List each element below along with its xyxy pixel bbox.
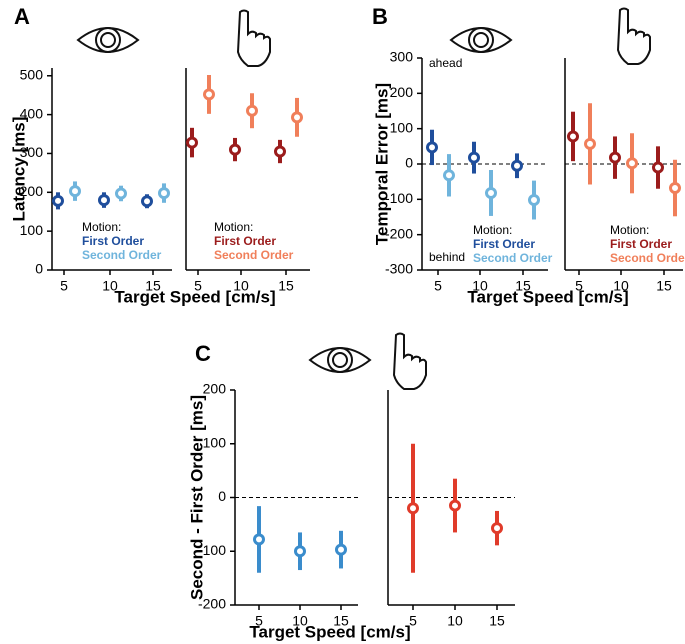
y-tick-label: 100 bbox=[203, 434, 227, 450]
y-tick-label: -200 bbox=[385, 225, 413, 241]
legend-entry: First Order bbox=[473, 237, 535, 251]
mean-point bbox=[335, 543, 347, 556]
y-axis-label: Temporal Error [ms] bbox=[372, 83, 391, 245]
x-tick-label: 10 bbox=[447, 613, 463, 629]
y-axis-label: Latency [ms] bbox=[9, 117, 28, 222]
mean-point bbox=[141, 195, 153, 208]
mean-point bbox=[511, 159, 523, 172]
panel-label: B bbox=[372, 4, 388, 29]
x-tick-label: 15 bbox=[515, 278, 531, 294]
mean-point bbox=[253, 533, 265, 546]
mean-point bbox=[584, 137, 596, 150]
mean-point bbox=[652, 161, 664, 174]
x-tick-label: 5 bbox=[255, 613, 263, 629]
legend-title: Motion: bbox=[82, 220, 121, 234]
x-axis-label: Target Speed [cm/s] bbox=[114, 287, 275, 306]
mean-point bbox=[98, 194, 110, 207]
y-tick-label: 500 bbox=[20, 66, 44, 82]
mean-point bbox=[115, 187, 127, 200]
x-tick-label: 10 bbox=[292, 613, 308, 629]
annotation: behind bbox=[429, 250, 465, 264]
x-tick-label: 5 bbox=[409, 613, 417, 629]
hand-icon bbox=[616, 7, 651, 65]
eye-icon bbox=[449, 27, 513, 53]
x-tick-label: 5 bbox=[434, 278, 442, 294]
y-tick-label: -200 bbox=[198, 596, 226, 612]
x-tick-label: 15 bbox=[278, 278, 294, 294]
x-tick-label: 5 bbox=[60, 278, 68, 294]
panel-label: A bbox=[14, 4, 30, 29]
x-tick-label: 15 bbox=[145, 278, 161, 294]
mean-point bbox=[426, 141, 438, 154]
mean-point bbox=[609, 151, 621, 164]
hand-icon bbox=[236, 9, 271, 67]
y-tick-label: 200 bbox=[20, 183, 44, 199]
legend-title: Motion: bbox=[214, 220, 253, 234]
hand-icon bbox=[392, 332, 427, 390]
y-tick-label: 0 bbox=[405, 155, 413, 171]
x-tick-label: 15 bbox=[333, 613, 349, 629]
legend-entry: Second Order bbox=[473, 251, 553, 265]
legend-entry: Second Order bbox=[610, 251, 685, 265]
mean-point bbox=[229, 143, 241, 156]
mean-point bbox=[203, 88, 215, 101]
legend-entry: First Order bbox=[214, 234, 276, 248]
y-tick-label: 200 bbox=[390, 84, 414, 100]
legend-title: Motion: bbox=[610, 223, 649, 237]
mean-point bbox=[246, 104, 258, 117]
mean-point bbox=[491, 522, 503, 535]
y-tick-label: 200 bbox=[203, 381, 227, 397]
y-tick-label: 100 bbox=[390, 119, 414, 135]
annotation: ahead bbox=[429, 56, 462, 70]
x-tick-label: 5 bbox=[575, 278, 583, 294]
x-tick-label: 10 bbox=[102, 278, 118, 294]
mean-point bbox=[669, 182, 681, 195]
y-tick-label: 300 bbox=[20, 144, 44, 160]
x-tick-label: 10 bbox=[233, 278, 249, 294]
mean-point bbox=[52, 194, 64, 207]
mean-point bbox=[294, 545, 306, 558]
x-tick-label: 10 bbox=[613, 278, 629, 294]
y-tick-label: -100 bbox=[198, 542, 226, 558]
mean-point bbox=[291, 111, 303, 124]
legend-entry: Second Order bbox=[214, 248, 294, 262]
legend-entry: Second Order bbox=[82, 248, 162, 262]
eye-icon bbox=[76, 27, 140, 53]
mean-point bbox=[69, 185, 81, 198]
mean-point bbox=[407, 502, 419, 515]
legend-title: Motion: bbox=[473, 223, 512, 237]
x-tick-label: 10 bbox=[472, 278, 488, 294]
y-tick-label: 400 bbox=[20, 105, 44, 121]
y-axis-label: Second - First Order [ms] bbox=[187, 395, 206, 600]
mean-point bbox=[468, 151, 480, 164]
mean-point bbox=[443, 169, 455, 182]
legend-entry: First Order bbox=[82, 234, 144, 248]
mean-point bbox=[626, 157, 638, 170]
y-tick-label: -300 bbox=[385, 261, 413, 277]
y-tick-label: 300 bbox=[390, 49, 414, 65]
eye-icon bbox=[308, 347, 372, 373]
y-tick-label: -100 bbox=[385, 190, 413, 206]
mean-point bbox=[567, 130, 579, 143]
mean-point bbox=[485, 186, 497, 199]
y-tick-label: 100 bbox=[20, 222, 44, 238]
x-axis-label: Target Speed [cm/s] bbox=[249, 622, 410, 641]
x-axis-label: Target Speed [cm/s] bbox=[467, 287, 628, 306]
panel-label: C bbox=[195, 341, 211, 366]
mean-point bbox=[274, 145, 286, 158]
mean-point bbox=[158, 187, 170, 200]
y-tick-label: 0 bbox=[35, 261, 43, 277]
x-tick-label: 15 bbox=[489, 613, 505, 629]
mean-point bbox=[528, 194, 540, 207]
mean-point bbox=[449, 499, 461, 512]
y-tick-label: 0 bbox=[218, 488, 226, 504]
x-tick-label: 5 bbox=[194, 278, 202, 294]
mean-point bbox=[186, 136, 198, 149]
x-tick-label: 15 bbox=[656, 278, 672, 294]
legend-entry: First Order bbox=[610, 237, 672, 251]
